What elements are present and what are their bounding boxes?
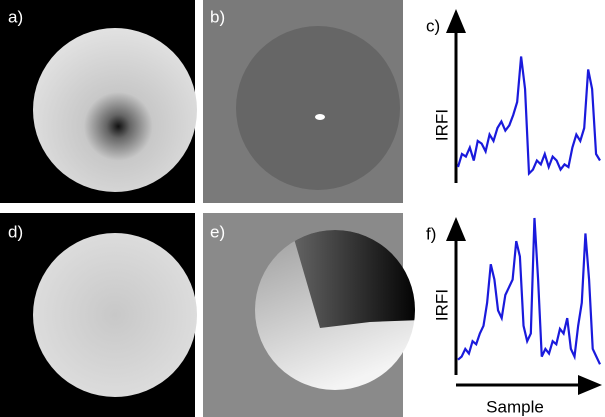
- disk: [236, 26, 400, 190]
- arrow-head: [446, 217, 466, 241]
- y-axis-label: IRFI: [432, 289, 451, 321]
- line: [458, 57, 600, 174]
- panel-label: b): [210, 7, 225, 26]
- x-axis-label: Sample: [486, 397, 544, 416]
- y-axis-label: IRFI: [432, 109, 451, 141]
- disk: [33, 233, 197, 397]
- arrow-head: [578, 375, 602, 395]
- arrow-head: [446, 9, 466, 33]
- figure: a) b) d) e) c) IRFI f) IRFI Sample: [0, 0, 605, 417]
- panel-label: a): [8, 7, 23, 26]
- panel-label: c): [426, 16, 440, 35]
- panel-label: d): [8, 222, 23, 241]
- panel-label: f): [426, 224, 436, 243]
- disk: [33, 28, 197, 192]
- panel-label: e): [210, 222, 225, 241]
- spot: [315, 114, 325, 120]
- line: [458, 218, 600, 364]
